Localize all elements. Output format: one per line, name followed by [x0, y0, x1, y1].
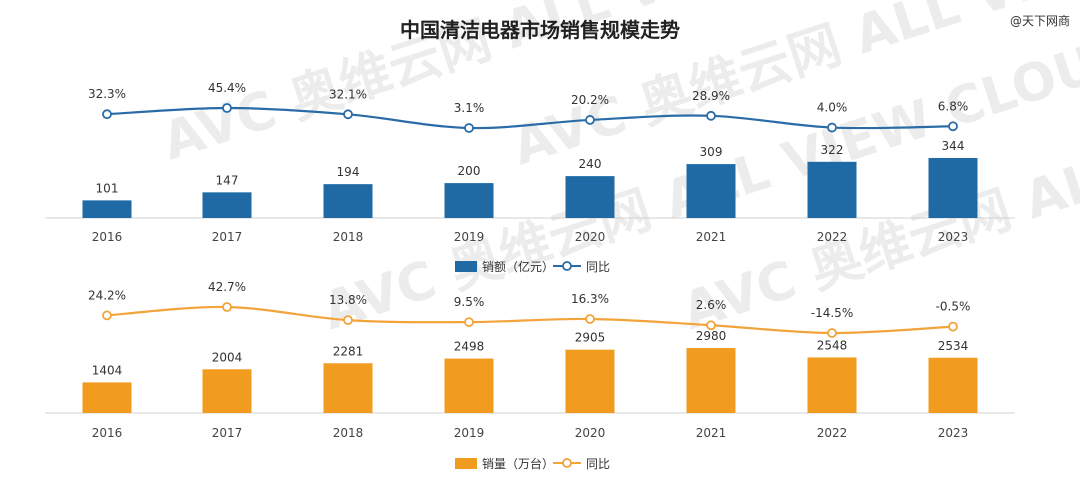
legend-bar-swatch: [455, 458, 477, 469]
x-tick-label: 2021: [696, 230, 727, 244]
x-tick-label: 2017: [212, 426, 243, 440]
legend-line-marker: [562, 261, 572, 271]
bar: [928, 357, 978, 413]
x-tick-label: 2023: [938, 230, 969, 244]
yoy-point: [706, 110, 716, 121]
panel-sales-value: 101 2016 147 2017 194 2018 200 2019 240 2020 309 20…: [45, 81, 1015, 274]
bar-value-label: 2004: [212, 350, 243, 364]
bar: [202, 369, 252, 413]
legend-bar-label: 销量（万台）: [482, 456, 554, 471]
yoy-point: [102, 310, 112, 321]
bar: [82, 382, 132, 413]
bar-value-label: 309: [700, 145, 723, 159]
yoy-point: [343, 315, 353, 326]
x-tick-label: 2021: [696, 426, 727, 440]
yoy-label: 28.9%: [692, 89, 730, 103]
yoy-line: [106, 106, 954, 130]
yoy-point: [585, 314, 595, 324]
yoy-point: [464, 317, 474, 327]
x-tick-label: 2022: [817, 230, 848, 244]
bar-value-label: 200: [458, 164, 481, 178]
bar-value-label: 2980: [696, 329, 727, 343]
bar: [202, 192, 252, 218]
bar-value-label: 322: [821, 143, 844, 157]
yoy-point: [706, 320, 716, 331]
bar-value-label: 240: [579, 157, 602, 171]
panel-sales-volume: 1404 2016 2004 2017 2281 2018 2498 2019 2905 2020…: [45, 280, 1015, 471]
legend-line-label: 同比: [586, 260, 610, 274]
chart-title: 中国清洁电器市场销售规模走势: [400, 18, 680, 42]
yoy-point: [948, 321, 958, 332]
yoy-label: 4.0%: [817, 101, 848, 115]
yoy-label: 3.1%: [454, 101, 485, 115]
yoy-label: 2.6%: [696, 298, 727, 312]
bar: [565, 349, 615, 413]
bar: [928, 157, 978, 218]
yoy-point: [827, 328, 837, 338]
yoy-label: 16.3%: [571, 292, 609, 306]
yoy-label: -0.5%: [936, 300, 971, 314]
yoy-label: 45.4%: [208, 81, 246, 95]
bar-value-label: 2281: [333, 344, 364, 358]
yoy-label: 6.8%: [938, 99, 969, 113]
bar: [807, 161, 857, 218]
x-tick-label: 2019: [454, 230, 485, 244]
yoy-point: [585, 115, 595, 125]
x-tick-label: 2020: [575, 426, 606, 440]
yoy-point: [343, 109, 353, 120]
bar-value-label: 2905: [575, 331, 606, 345]
x-tick-label: 2022: [817, 426, 848, 440]
bar: [444, 183, 494, 218]
bar: [323, 363, 373, 413]
yoy-point: [102, 109, 112, 120]
yoy-line: [106, 305, 954, 335]
yoy-point: [222, 103, 232, 113]
bar: [323, 184, 373, 218]
yoy-label: -14.5%: [811, 306, 853, 320]
bar: [686, 164, 736, 218]
yoy-point: [222, 302, 232, 312]
x-tick-label: 2023: [938, 426, 969, 440]
x-tick-label: 2019: [454, 426, 485, 440]
bar-value-label: 2534: [938, 339, 969, 353]
yoy-label: 24.2%: [88, 288, 126, 302]
x-tick-label: 2016: [92, 230, 123, 244]
bar: [444, 358, 494, 413]
yoy-label: 9.5%: [454, 295, 485, 309]
x-tick-label: 2017: [212, 230, 243, 244]
bar-value-label: 101: [96, 181, 119, 195]
yoy-label: 32.1%: [329, 87, 367, 101]
bar: [565, 176, 615, 218]
legend-bar-swatch: [455, 261, 477, 272]
bar-value-label: 194: [337, 165, 360, 179]
bar: [82, 200, 132, 218]
legend-bar-label: 销额（亿元）: [482, 259, 554, 274]
bar-value-label: 2548: [817, 338, 848, 352]
yoy-label: 42.7%: [208, 280, 246, 294]
legend-line-marker: [562, 458, 572, 468]
bar-value-label: 147: [216, 173, 239, 187]
x-tick-label: 2018: [333, 426, 364, 440]
bar-value-label: 1404: [92, 363, 123, 377]
source-credit: @天下网商: [1009, 14, 1070, 28]
legend-line-label: 同比: [586, 457, 610, 471]
yoy-point: [948, 121, 958, 132]
bar-value-label: 344: [942, 139, 965, 153]
x-tick-label: 2018: [333, 230, 364, 244]
yoy-label: 32.3%: [88, 87, 126, 101]
yoy-label: 20.2%: [571, 93, 609, 107]
bar-value-label: 2498: [454, 340, 485, 354]
x-tick-label: 2020: [575, 230, 606, 244]
yoy-point: [464, 123, 474, 133]
x-tick-label: 2016: [92, 426, 123, 440]
bar: [807, 357, 857, 413]
bar: [686, 348, 736, 413]
yoy-label: 13.8%: [329, 293, 367, 307]
yoy-point: [827, 122, 837, 133]
